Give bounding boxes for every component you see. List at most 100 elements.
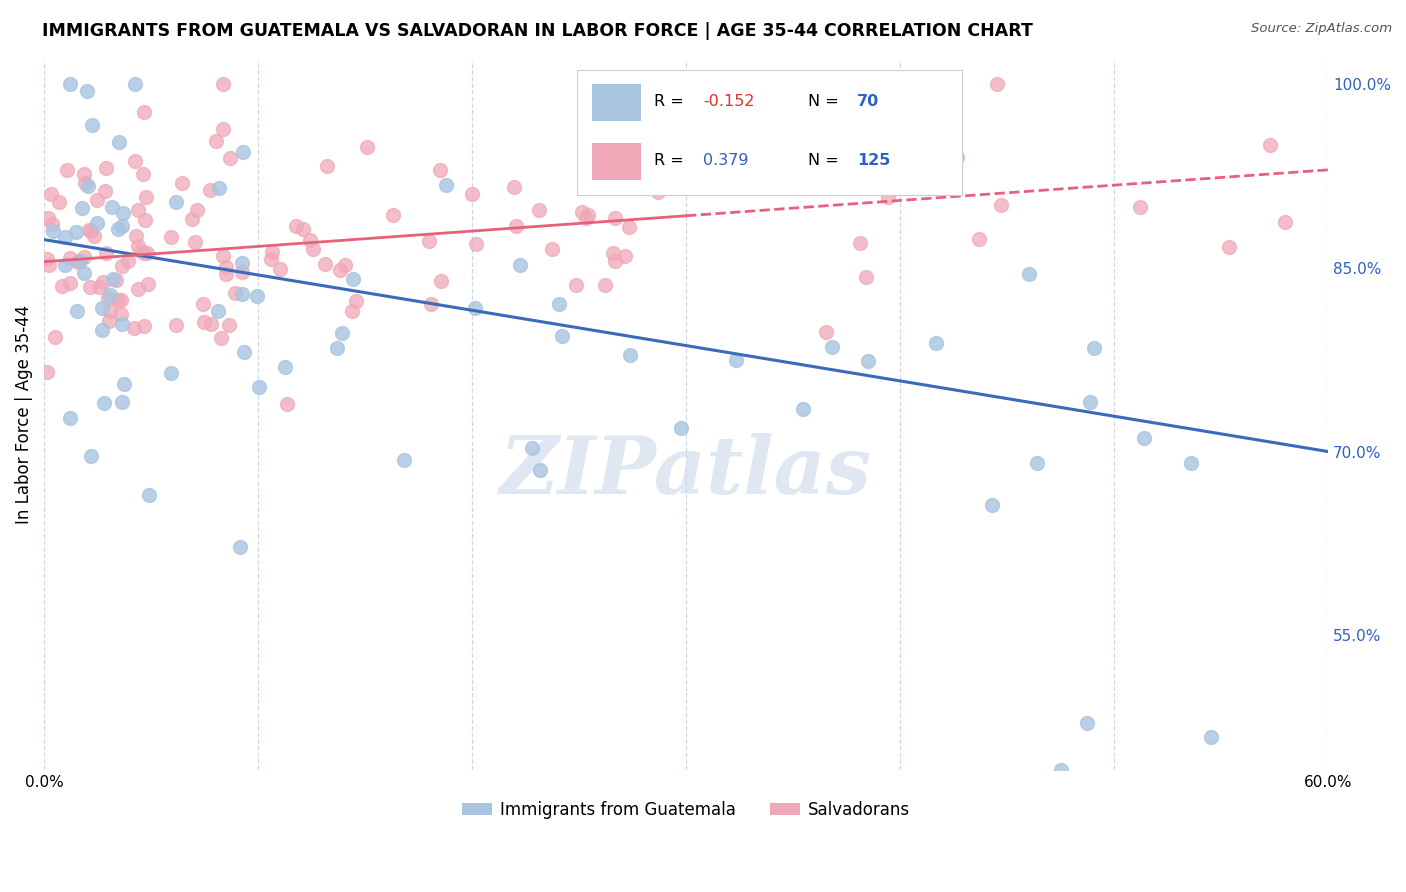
Point: [967, 232, 990, 246]
Point: [815, 325, 838, 339]
Point: [132, 318, 155, 333]
Point: [86, 193, 108, 207]
Point: [111, 395, 134, 409]
Point: [135, 189, 157, 203]
Text: 70: 70: [856, 94, 879, 109]
Point: [232, 345, 254, 359]
Point: [101, 272, 124, 286]
Point: [111, 205, 134, 219]
Point: [198, 183, 221, 197]
Point: [98, 303, 121, 318]
Point: [671, 421, 693, 435]
Point: [219, 151, 242, 165]
Point: [204, 134, 226, 148]
Point: [520, 441, 543, 455]
Point: [37, 211, 59, 225]
Text: Source: ZipAtlas.com: Source: ZipAtlas.com: [1251, 22, 1392, 36]
Point: [132, 167, 155, 181]
Point: [91, 275, 114, 289]
Point: [112, 377, 135, 392]
Point: [260, 245, 283, 260]
Point: [503, 180, 526, 194]
Point: [91, 323, 114, 337]
Point: [260, 252, 283, 266]
Point: [981, 498, 1004, 512]
Point: [1180, 456, 1202, 470]
Point: [1199, 730, 1222, 744]
Point: [419, 297, 441, 311]
Point: [1026, 456, 1049, 470]
Point: [97, 314, 120, 328]
Point: [80, 225, 103, 239]
Point: [547, 297, 569, 311]
Point: [792, 401, 814, 416]
Point: [461, 187, 484, 202]
Point: [208, 181, 231, 195]
Point: [41, 217, 63, 231]
Point: [55, 258, 77, 272]
Point: [111, 219, 134, 233]
Point: [165, 318, 187, 332]
Text: 0.379: 0.379: [703, 153, 748, 168]
FancyBboxPatch shape: [576, 70, 962, 194]
Text: -0.152: -0.152: [703, 94, 754, 109]
Point: [135, 246, 157, 260]
Point: [129, 244, 152, 258]
Point: [617, 219, 640, 234]
Point: [122, 320, 145, 334]
Point: [200, 318, 222, 332]
Point: [285, 219, 308, 234]
Point: [418, 235, 440, 249]
Point: [218, 318, 240, 332]
Point: [273, 359, 295, 374]
Point: [344, 293, 367, 308]
Point: [231, 265, 253, 279]
Point: [59, 77, 82, 91]
Point: [464, 301, 486, 315]
Point: [1218, 240, 1240, 254]
Point: [93, 184, 115, 198]
Point: [540, 243, 562, 257]
Point: [111, 259, 134, 273]
Point: [98, 288, 121, 302]
Point: [35, 252, 58, 266]
Point: [211, 77, 233, 91]
Point: [66, 303, 89, 318]
Point: [132, 246, 155, 260]
Point: [855, 269, 877, 284]
Point: [39, 187, 62, 202]
Point: [138, 488, 160, 502]
Point: [619, 349, 641, 363]
Point: [246, 289, 269, 303]
Point: [59, 411, 82, 425]
Point: [110, 293, 132, 308]
Point: [551, 329, 574, 343]
Point: [229, 540, 252, 554]
Point: [93, 396, 115, 410]
Point: [111, 317, 134, 331]
Point: [215, 268, 238, 282]
Point: [59, 277, 82, 291]
Point: [509, 258, 531, 272]
Point: [224, 286, 246, 301]
Point: [65, 225, 87, 239]
Point: [907, 159, 929, 173]
Point: [1129, 200, 1152, 214]
Point: [107, 293, 129, 308]
Point: [1018, 267, 1040, 281]
Point: [848, 235, 870, 250]
Point: [86, 216, 108, 230]
Point: [335, 258, 357, 272]
Point: [434, 178, 457, 192]
Point: [53, 230, 76, 244]
Point: [505, 219, 527, 233]
Text: N =: N =: [808, 153, 844, 168]
Point: [382, 208, 405, 222]
Point: [69, 254, 91, 268]
Point: [602, 245, 624, 260]
Point: [877, 190, 900, 204]
Point: [127, 238, 149, 252]
Point: [41, 224, 63, 238]
Point: [97, 291, 120, 305]
Point: [79, 279, 101, 293]
